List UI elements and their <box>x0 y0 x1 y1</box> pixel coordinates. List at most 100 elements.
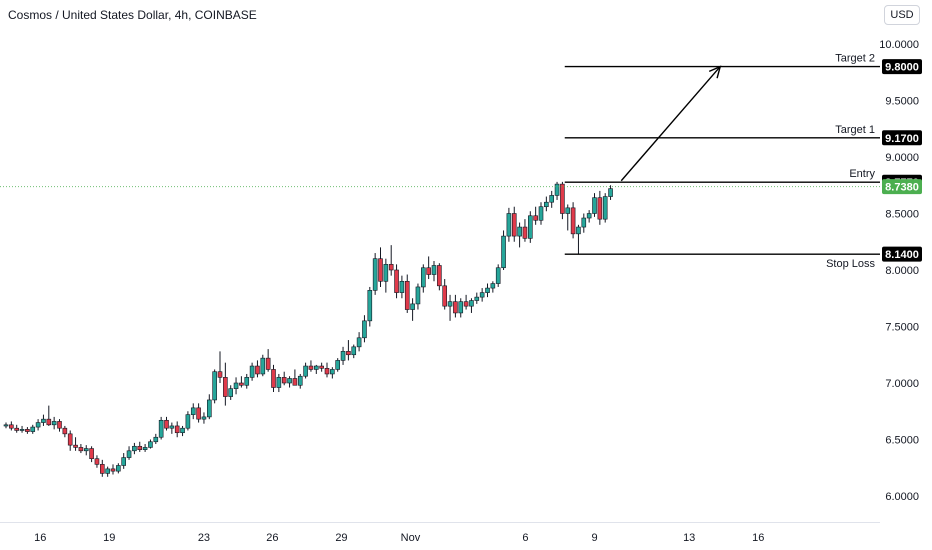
candle-body <box>223 377 228 397</box>
candle-body <box>249 365 255 378</box>
price-tick-label: 8.5000 <box>885 209 919 221</box>
candle <box>394 264 399 299</box>
candle-body <box>313 365 319 370</box>
candle <box>533 206 538 225</box>
current-price-badge-text: 8.7380 <box>885 182 919 194</box>
time-tick-label: 13 <box>683 532 695 544</box>
candle <box>597 190 603 225</box>
time-tick-label: 16 <box>752 532 764 544</box>
candle-body <box>495 267 501 284</box>
candle-body <box>158 419 164 438</box>
currency-button[interactable]: USD <box>884 5 920 25</box>
candle <box>57 419 62 432</box>
candle <box>313 364 319 374</box>
time-tick-label: 9 <box>591 532 597 544</box>
candle <box>35 419 41 431</box>
candle <box>51 416 57 430</box>
stop-loss-price-badge-bg <box>882 246 922 262</box>
candle <box>249 362 255 381</box>
target-1-label: Target 1 <box>835 124 875 136</box>
candle-body <box>196 407 201 420</box>
candle <box>217 351 223 383</box>
candle <box>89 446 94 463</box>
candle-body <box>479 292 485 298</box>
price-tick-label: 8.0000 <box>885 265 919 277</box>
candle-body <box>538 206 544 221</box>
time-axis[interactable]: 16 19 23 26 29 Nov 6 9 13 16 <box>34 532 764 544</box>
candle <box>239 376 244 388</box>
candle-body <box>41 418 46 423</box>
candle <box>538 202 544 225</box>
candle-body <box>522 226 528 239</box>
time-tick-label: 19 <box>103 532 115 544</box>
time-tick-label: 16 <box>34 532 46 544</box>
candle <box>319 362 324 372</box>
target-2-price-badge-bg <box>882 59 922 75</box>
candle-body <box>362 320 367 339</box>
candle <box>517 222 522 248</box>
candle <box>447 294 453 321</box>
current-price-badge-bg <box>882 179 922 195</box>
candle-body <box>207 399 212 418</box>
candle-body <box>180 427 185 434</box>
candle-body <box>324 368 330 375</box>
candle <box>608 185 613 200</box>
candle <box>180 425 185 437</box>
price-tick-label: 9.5000 <box>885 96 919 108</box>
time-tick-label: 26 <box>266 532 278 544</box>
candle <box>485 283 490 298</box>
candle <box>356 332 362 352</box>
candle-body <box>233 382 239 389</box>
candle-body <box>9 424 14 429</box>
candle-body <box>137 445 143 450</box>
candle-body <box>565 207 571 214</box>
candle <box>223 362 228 406</box>
candles <box>3 181 613 477</box>
price-axis[interactable]: 6.0000 6.5000 7.0000 7.5000 8.0000 8.5000 9.00… <box>879 39 922 503</box>
candle-body <box>586 213 592 219</box>
candle-body <box>100 464 105 474</box>
candle-body <box>437 265 442 287</box>
candle <box>420 264 426 293</box>
candle <box>207 394 212 420</box>
candle-body <box>319 365 324 369</box>
candle-body <box>602 196 608 220</box>
candle <box>453 294 458 318</box>
candle-body <box>3 424 9 427</box>
candle-body <box>78 447 84 452</box>
candle <box>126 446 132 460</box>
chart-title: Cosmos / United States Dollar, 4h, COINB… <box>8 8 257 22</box>
current-price-badge: 8.7380 <box>882 179 922 195</box>
candle <box>581 213 587 233</box>
candle <box>169 422 175 434</box>
candle <box>110 464 116 475</box>
candle <box>415 283 421 310</box>
candle <box>570 202 576 239</box>
candle <box>399 275 405 299</box>
candle <box>527 211 533 243</box>
candle <box>67 430 73 451</box>
candle-body <box>153 436 159 443</box>
candle-body <box>367 290 373 322</box>
candle <box>244 373 250 389</box>
candle-body <box>330 369 335 375</box>
candle-body <box>19 429 25 431</box>
target-1-price-badge-bg <box>882 130 922 146</box>
candle <box>142 444 148 452</box>
candle-body <box>356 337 362 348</box>
target-1-price-badge: 9.1700 <box>882 130 922 146</box>
candle <box>362 315 367 343</box>
candle <box>560 181 565 220</box>
candle-body <box>469 300 474 307</box>
candle-body <box>73 444 78 448</box>
candle-body <box>544 201 549 208</box>
candle <box>46 405 52 426</box>
candle <box>132 442 137 455</box>
candle-body <box>570 207 576 235</box>
candle-body <box>62 427 68 435</box>
candle <box>458 298 464 318</box>
candle <box>62 425 68 438</box>
candle <box>137 441 143 452</box>
candle <box>271 364 276 393</box>
